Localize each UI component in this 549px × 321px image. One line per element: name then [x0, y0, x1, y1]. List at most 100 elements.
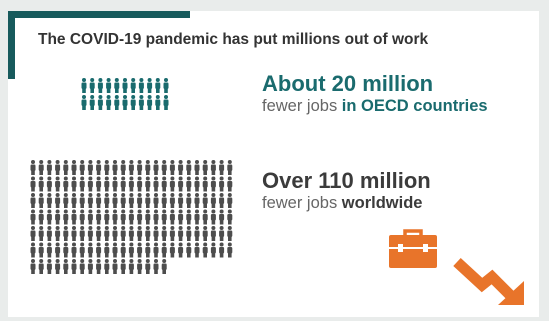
person-icon: [186, 226, 192, 241]
person-icon: [137, 160, 143, 175]
person-icon: [169, 226, 175, 241]
world-stat: Over 110 million fewer jobs worldwide: [262, 169, 431, 213]
oecd-stat: About 20 million fewer jobs in OECD coun…: [262, 72, 488, 116]
person-icon: [186, 160, 192, 175]
person-icon: [122, 95, 128, 110]
person-icon: [145, 176, 151, 192]
world-amount: Over 110 million: [262, 168, 431, 193]
person-icon: [46, 259, 52, 274]
person-icon: [194, 160, 200, 175]
person-icon: [38, 226, 44, 241]
person-icon: [104, 259, 110, 274]
oecd-caption-prefix: fewer jobs: [262, 97, 338, 115]
person-icon: [114, 78, 120, 93]
person-icon: [161, 259, 167, 274]
person-icon: [145, 160, 151, 175]
person-icon: [46, 226, 52, 241]
person-icon: [169, 193, 175, 208]
person-icon: [104, 160, 110, 175]
person-icon: [128, 176, 134, 192]
person-icon: [138, 95, 144, 110]
accent-bar-left: [8, 11, 15, 79]
person-icon: [55, 209, 61, 225]
person-icon: [112, 209, 118, 225]
person-icon: [202, 160, 208, 175]
person-icon: [122, 78, 128, 93]
person-icon: [194, 193, 200, 208]
person-icon: [169, 160, 175, 175]
person-icon: [128, 242, 134, 258]
person-icon: [96, 160, 102, 175]
person-icon: [227, 209, 233, 225]
person-icon: [63, 209, 69, 225]
person-icon: [106, 78, 112, 93]
person-icon: [89, 78, 95, 93]
person-icon: [178, 209, 184, 225]
person-icon: [87, 176, 93, 192]
person-icon: [30, 209, 36, 225]
person-icon: [112, 193, 118, 208]
person-icon: [104, 193, 110, 208]
person-icon: [227, 160, 233, 175]
person-icon: [210, 193, 216, 208]
person-icon: [163, 78, 169, 93]
person-icon: [145, 209, 151, 225]
person-icon: [169, 242, 175, 258]
oecd-caption: fewer jobs in OECD countries: [262, 96, 488, 116]
person-icon: [30, 160, 36, 175]
person-icon: [219, 209, 225, 225]
world-caption: fewer jobs worldwide: [262, 193, 431, 213]
person-icon: [38, 259, 44, 274]
person-icon: [219, 160, 225, 175]
person-icon: [161, 209, 167, 225]
person-icon: [55, 242, 61, 258]
person-icon: [79, 226, 85, 241]
person-icon: [96, 242, 102, 258]
person-icon: [79, 242, 85, 258]
person-icon: [104, 209, 110, 225]
person-icon: [120, 160, 126, 175]
oecd-amount: About 20 million: [262, 71, 434, 96]
person-icon: [38, 160, 44, 175]
person-icon: [79, 209, 85, 225]
person-icon: [87, 242, 93, 258]
person-icon: [30, 259, 36, 274]
person-icon: [46, 209, 52, 225]
briefcase-icon: [389, 229, 437, 268]
person-icon: [96, 259, 102, 274]
person-icon: [97, 95, 103, 110]
person-icon: [137, 176, 143, 192]
person-icon: [55, 226, 61, 241]
person-icon: [130, 78, 136, 93]
person-icon: [46, 160, 52, 175]
person-icon: [186, 176, 192, 192]
person-icon: [147, 78, 153, 93]
person-icon: [71, 176, 77, 192]
person-icon: [55, 160, 61, 175]
person-icon: [169, 176, 175, 192]
person-icon: [79, 259, 85, 274]
person-icon: [153, 193, 159, 208]
person-icon: [202, 242, 208, 258]
oecd-caption-suffix: in OECD countries: [341, 97, 488, 115]
person-icon: [106, 95, 112, 110]
person-icon: [194, 176, 200, 192]
person-icon: [128, 226, 134, 241]
person-icon: [71, 259, 77, 274]
person-icon: [96, 226, 102, 241]
person-icon: [63, 176, 69, 192]
world-caption-prefix: fewer jobs: [262, 194, 338, 212]
person-icon: [87, 209, 93, 225]
person-icon: [186, 193, 192, 208]
person-icon: [155, 78, 161, 93]
person-icon: [137, 209, 143, 225]
person-icon: [120, 242, 126, 258]
person-icon: [97, 78, 103, 93]
person-icon: [63, 242, 69, 258]
person-icon: [145, 193, 151, 208]
person-icon: [87, 193, 93, 208]
person-icon: [153, 209, 159, 225]
person-icon: [219, 176, 225, 192]
person-icon: [227, 242, 233, 258]
person-icon: [147, 95, 153, 110]
